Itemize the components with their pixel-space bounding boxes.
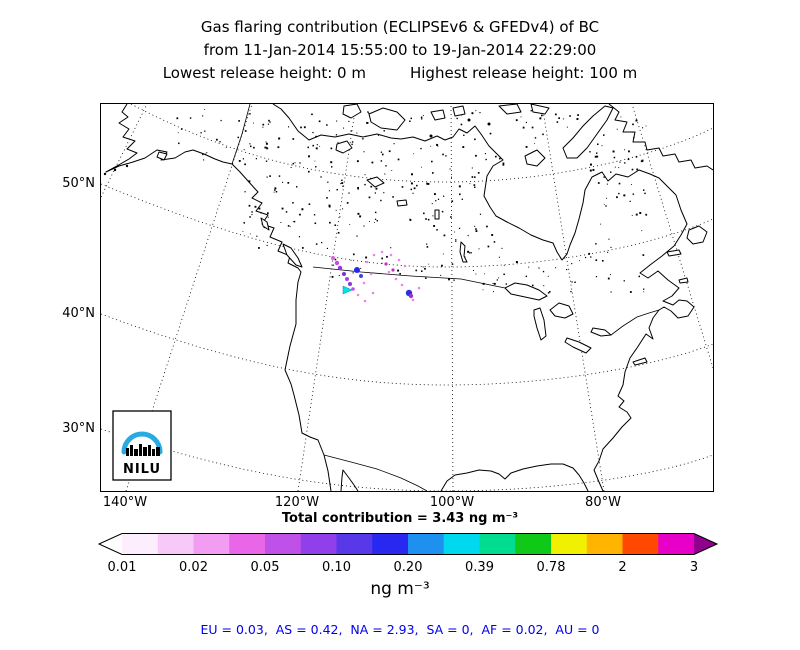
colorbar-band	[622, 533, 659, 555]
lat-tick-50N: 50°N	[62, 176, 95, 191]
colorbar-band	[586, 533, 624, 555]
plume-point	[400, 283, 404, 287]
plume-point	[389, 253, 393, 257]
plume-point	[403, 264, 407, 268]
colorbar-tick-label: 0.10	[322, 560, 351, 575]
plume-point	[394, 277, 398, 281]
nilu-logo-text: NILU	[123, 462, 161, 477]
nilu-logo: NILU	[112, 410, 172, 481]
nilu-skyline-icon	[126, 444, 160, 456]
lon-tick-120W: 120°W	[274, 495, 320, 510]
plume-point	[348, 282, 352, 286]
plume-point	[365, 260, 369, 264]
map-canvas: NILU	[101, 104, 713, 491]
title-line3: Lowest release height: 0 m Highest releas…	[0, 62, 800, 85]
figure-titles: Gas flaring contribution (ECLIPSEv6 & GF…	[0, 16, 800, 85]
colorbar-tick-labels: 0.01 0.02 0.05 0.10 0.20 0.39 0.78 2 3	[98, 560, 718, 576]
title-line2: from 11-Jan-2014 15:55:00 to 19-Jan-2014…	[203, 41, 597, 59]
coastlines	[105, 104, 713, 491]
plume-point	[371, 291, 375, 295]
plume-point	[362, 281, 366, 285]
plume-point	[372, 253, 376, 257]
plume-point	[354, 267, 360, 273]
colorbar-band	[372, 533, 409, 555]
plume-point	[380, 250, 384, 254]
islands	[103, 104, 708, 366]
highest-release-height: Highest release height: 100 m	[409, 64, 638, 82]
great-lakes	[335, 140, 612, 354]
colorbar-tick-label: 0.39	[465, 560, 494, 575]
colorbar-band	[658, 533, 695, 555]
plume-point	[384, 262, 388, 266]
colorbar-band	[122, 533, 159, 555]
plume-point	[331, 256, 335, 260]
lon-tick-140W: 140°W	[102, 495, 148, 510]
plume-point	[334, 260, 340, 266]
total-contribution-label: Total contribution = 3.43 ng m⁻³	[281, 511, 519, 526]
release-point-marker	[342, 285, 353, 295]
plume-point	[363, 299, 367, 303]
colorbar-outline	[97, 533, 719, 555]
colorbar-left-arrow	[99, 533, 122, 555]
plume-point	[408, 293, 414, 299]
colorbar-tick-label: 0.01	[107, 560, 137, 575]
colorbar-right-arrow	[694, 533, 717, 555]
graticule	[101, 104, 713, 491]
colorbar-tick-label: 0.78	[536, 560, 566, 575]
lowest-release-height: Lowest release height: 0 m	[162, 64, 366, 82]
lon-tick-100W: 100°W	[429, 495, 475, 510]
colorbar-bands	[122, 533, 695, 555]
colorbar-band	[408, 533, 445, 555]
plume-point	[397, 258, 401, 262]
colorbar-band	[300, 533, 338, 555]
title-line1: Gas flaring contribution (ECLIPSEv6 & GF…	[200, 18, 600, 36]
colorbar-band	[265, 533, 302, 555]
map-frame: NILU	[100, 103, 714, 492]
country-borders	[231, 104, 660, 491]
plume-point	[369, 272, 373, 276]
colorbar-band	[157, 533, 195, 555]
colorbar-band	[479, 533, 516, 555]
colorbar-units-label: ng m⁻³	[370, 579, 430, 599]
colorbar-tick-label: 0.05	[250, 560, 280, 575]
lake-speckles	[176, 109, 648, 296]
plume-point	[345, 277, 349, 281]
plume-point	[356, 293, 360, 297]
plume-point	[342, 272, 346, 276]
plume-point	[359, 274, 363, 278]
plume-point	[337, 265, 343, 271]
plume-overlay	[331, 250, 421, 303]
colorbar-tick-label: 3	[689, 560, 699, 575]
nilu-arc-icon	[121, 431, 163, 455]
plume-point	[387, 270, 391, 274]
plume-point	[417, 286, 421, 290]
colorbar-band	[229, 533, 266, 555]
region-contributions-line: EU = 0.03, AS = 0.42, NA = 2.93, SA = 0,…	[200, 622, 600, 637]
colorbar-band	[551, 533, 588, 555]
plume-point	[411, 298, 415, 302]
lat-tick-40N: 40°N	[62, 306, 95, 321]
colorbar-band	[193, 533, 230, 555]
colorbar-tick-label: 0.02	[179, 560, 208, 575]
colorbar-tick-label: 2	[618, 560, 627, 575]
colorbar-tick-label: 0.20	[393, 560, 423, 575]
lon-tick-80W: 80°W	[585, 495, 621, 510]
colorbar-band	[515, 533, 552, 555]
plume-point	[391, 268, 395, 272]
colorbar	[97, 533, 719, 555]
colorbar-band	[336, 533, 373, 555]
lat-tick-30N: 30°N	[62, 421, 95, 436]
colorbar-band	[443, 533, 481, 555]
